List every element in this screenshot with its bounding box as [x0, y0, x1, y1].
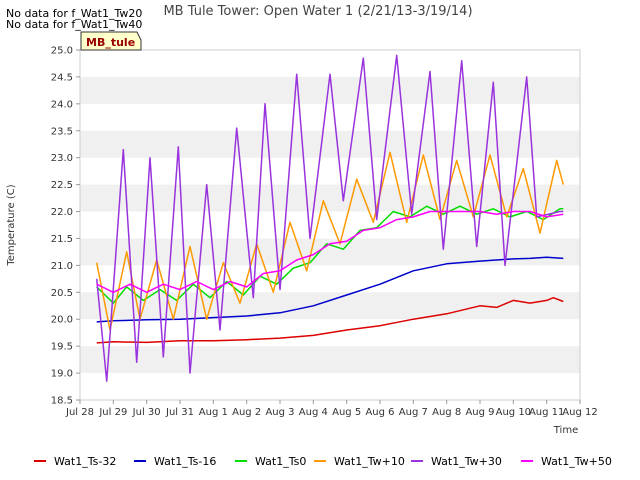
- y-tick-label: 18.5: [51, 396, 73, 407]
- no-data-note-1: No data for f_Wat1_Tw20: [6, 7, 143, 20]
- x-tick-label: Aug 11: [529, 407, 564, 418]
- series-line-Wat1_Tw+10: [95, 151, 565, 331]
- legend: Wat1_Ts-32 Wat1_Ts-16 Wat1_Ts0 Wat1_Tw+10 Wa…: [34, 455, 612, 468]
- y-tick-label: 21.0: [51, 261, 73, 272]
- y-tick-label: 25.0: [51, 46, 73, 57]
- legend-label: Wat1_Ts-32: [54, 455, 116, 468]
- plot-area: [79, 49, 581, 401]
- grid-band: [80, 130, 580, 158]
- x-tick-label: Jul 29: [98, 407, 127, 418]
- x-tick-label: Aug 6: [365, 407, 394, 418]
- x-tick-label: Aug 10: [496, 407, 531, 418]
- x-tick-label: Jul 31: [165, 407, 194, 418]
- y-tick-label: 21.5: [51, 234, 73, 245]
- y-tick-label: 23.5: [51, 126, 73, 137]
- x-tick-label: Aug 7: [399, 407, 428, 418]
- x-tick-label: Aug 9: [465, 407, 494, 418]
- legend-label: Wat1_Tw+30: [431, 455, 502, 468]
- x-tick-label: Aug 3: [265, 407, 294, 418]
- x-tick-label: Jul 30: [132, 407, 161, 418]
- x-tick-label: Aug 12: [562, 407, 597, 418]
- series-line-Wat1_Ts-16: [96, 256, 564, 323]
- y-tick-label: 20.5: [51, 288, 73, 299]
- grid-band: [80, 238, 580, 266]
- y-tick-label: 19.0: [51, 369, 73, 380]
- y-tick-label: 24.0: [51, 99, 73, 110]
- x-tick-label: Aug 1: [199, 407, 228, 418]
- series-line-Wat1_Tw+50: [96, 210, 564, 294]
- y-tick-label: 22.0: [51, 207, 73, 218]
- y-tick-label: 19.5: [51, 342, 73, 353]
- x-tick-label: Jul 28: [65, 407, 94, 418]
- legend-label: Wat1_Tw+50: [541, 455, 612, 468]
- series-line-Wat1_Ts-32: [96, 296, 564, 344]
- series-line-Wat1_Ts0: [96, 205, 564, 304]
- station-label-box: MB_tule: [80, 31, 142, 51]
- series-line-Wat1_Tw+30: [95, 54, 564, 382]
- grid-band: [80, 292, 580, 320]
- y-axis-ticks: 18.5 19.0 19.5 20.0 20.5 21.0 21.5 22.0 22.5 23.0…: [51, 46, 80, 407]
- series-lines: [95, 54, 565, 382]
- grid-band: [80, 346, 580, 374]
- x-tick-label: Aug 2: [232, 407, 261, 418]
- x-axis-ticks: Jul 28 Jul 29 Jul 30 Jul 31 Aug 1 Aug 2 Aug 3 A…: [65, 400, 598, 418]
- no-data-note-2: No data for f_Wat1_Tw40: [6, 18, 143, 31]
- x-axis-label: Time: [553, 425, 578, 436]
- y-axis-label: Temperature (C): [6, 184, 17, 266]
- legend-label: Wat1_Ts0: [255, 455, 306, 468]
- x-tick-label: Aug 5: [332, 407, 361, 418]
- grid-band: [80, 76, 580, 104]
- x-tick-label: Aug 4: [299, 407, 328, 418]
- y-tick-label: 23.0: [51, 153, 73, 164]
- x-tick-label: Aug 8: [432, 407, 461, 418]
- legend-label: Wat1_Tw+10: [334, 455, 405, 468]
- station-label: MB_tule: [86, 36, 135, 49]
- chart-title: MB Tule Tower: Open Water 1 (2/21/13-3/1…: [163, 4, 472, 19]
- y-tick-label: 20.0: [51, 315, 73, 326]
- legend-label: Wat1_Ts-16: [154, 455, 216, 468]
- y-tick-label: 24.5: [51, 72, 73, 83]
- grid-band: [80, 184, 580, 212]
- y-tick-label: 22.5: [51, 180, 73, 191]
